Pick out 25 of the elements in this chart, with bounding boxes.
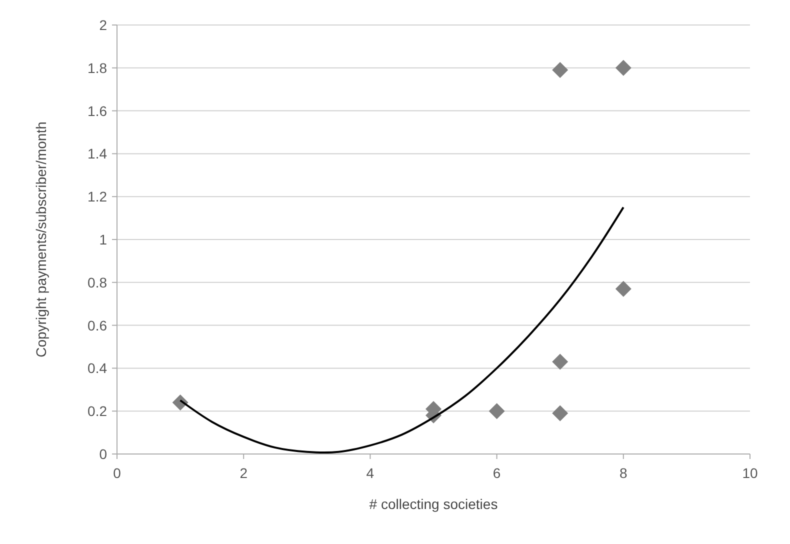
y-tick-label: 0.4: [88, 360, 108, 376]
x-tick-label: 0: [113, 465, 122, 481]
point: [552, 405, 568, 422]
y-tick-label: 0.6: [88, 317, 108, 334]
y-tick-label: 1.8: [88, 60, 108, 76]
x-tick-label: 2: [240, 465, 248, 481]
point: [552, 354, 568, 370]
x-tick-label: 6: [492, 465, 501, 481]
point: [615, 60, 632, 76]
y-tick-label: 2: [99, 17, 108, 33]
x-tick-label: 10: [742, 465, 758, 481]
y-tick-label: 0.8: [88, 274, 108, 290]
x-tick-label: 8: [620, 465, 628, 481]
point: [552, 62, 568, 78]
y-tick-label: 1: [99, 232, 108, 248]
y-tick-label: 0.2: [88, 403, 108, 420]
y-tick-label: 0: [99, 446, 108, 462]
x-axis-title: # collecting societies: [369, 496, 498, 512]
point: [615, 280, 632, 297]
y-tick-label: 1.2: [88, 188, 108, 205]
y-tick-label: 1.4: [88, 146, 108, 162]
y-axis-title: Copyright payments/subscriber/month: [33, 122, 49, 358]
x-tick-label: 4: [366, 465, 374, 481]
y-tick-label: 1.6: [88, 102, 108, 119]
point: [488, 403, 505, 420]
